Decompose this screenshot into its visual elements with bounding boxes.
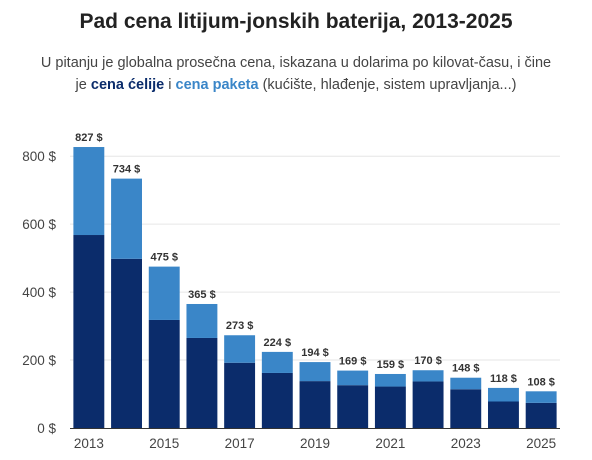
- bar-total-label: 169 $: [339, 356, 367, 368]
- bar-cell-price: [337, 385, 369, 428]
- bar-total-label: 108 $: [527, 376, 555, 388]
- bar-total-label: 194 $: [301, 347, 329, 359]
- bar-pack-price: [224, 335, 256, 363]
- subtitle-prefix: je: [75, 77, 91, 93]
- y-tick-label: 600 $: [22, 217, 56, 232]
- chart-subtitle: U pitanju je globalna prosečna cena, isk…: [10, 52, 582, 96]
- bar-total-label: 734 $: [113, 164, 141, 176]
- bar-cell-price: [186, 337, 218, 428]
- x-tick-label: 2025: [526, 436, 556, 451]
- bar-cell-price: [412, 381, 444, 428]
- y-tick-label: 200 $: [22, 353, 56, 368]
- chart-title: Pad cena litijum-jonskih baterija, 2013-…: [79, 10, 513, 33]
- y-tick-label: 400 $: [22, 285, 56, 300]
- bar-cell-price: [73, 235, 105, 428]
- bar-pack-price: [450, 377, 482, 390]
- x-tick-label: 2021: [375, 436, 405, 451]
- bar-cell-price: [450, 389, 482, 428]
- bar-total-label: 224 $: [264, 337, 292, 349]
- bar-cell-price: [374, 386, 406, 428]
- bar-pack-price: [111, 178, 142, 259]
- bar-pack-price: [337, 370, 369, 386]
- bar-pack-price: [488, 387, 519, 402]
- bar-total-label: 827 $: [75, 132, 103, 144]
- y-tick-label: 800 $: [22, 149, 56, 164]
- bar-cell-price: [261, 372, 293, 428]
- bar-cell-price: [224, 362, 256, 428]
- bar-total-label: 475 $: [150, 252, 178, 264]
- y-tick-label: 0 $: [37, 421, 56, 436]
- bar-cell-price: [111, 258, 142, 428]
- bar-pack-price: [186, 303, 218, 338]
- bar-pack-price: [261, 351, 293, 373]
- bar-total-label: 118 $: [490, 373, 517, 385]
- bar-total-label: 273 $: [226, 320, 254, 332]
- bar-cell-price: [148, 319, 180, 428]
- bar-total-label: 170 $: [414, 355, 442, 367]
- bar-total-label: 148 $: [452, 363, 480, 375]
- legend-cell-price: cena ćelije: [90, 77, 165, 93]
- bar-cell-price: [488, 401, 519, 428]
- bar-pack-price: [525, 391, 557, 403]
- bar-total-label: 365 $: [188, 289, 216, 301]
- bar-cell-price: [299, 381, 331, 428]
- x-tick-label: 2015: [149, 436, 179, 451]
- x-tick-label: 2013: [74, 436, 104, 451]
- bar-pack-price: [148, 266, 180, 320]
- x-tick-label: 2019: [300, 436, 330, 451]
- subtitle-line1: U pitanju je globalna prosečna cena, isk…: [40, 55, 552, 71]
- subtitle-suffix: (kućište, hlađenje, sistem upravljanja..…: [258, 77, 517, 93]
- bar-cell-price: [525, 402, 557, 428]
- x-tick-label: 2023: [451, 436, 481, 451]
- bar-pack-price: [374, 373, 406, 387]
- bar-pack-price: [73, 147, 105, 236]
- bar-pack-price: [412, 370, 444, 382]
- bar-pack-price: [299, 362, 331, 382]
- bar-total-label: 159 $: [377, 359, 405, 371]
- x-tick-label: 2017: [225, 436, 255, 451]
- legend-pack-price: cena paketa: [175, 77, 259, 93]
- subtitle-joiner: i: [164, 77, 176, 93]
